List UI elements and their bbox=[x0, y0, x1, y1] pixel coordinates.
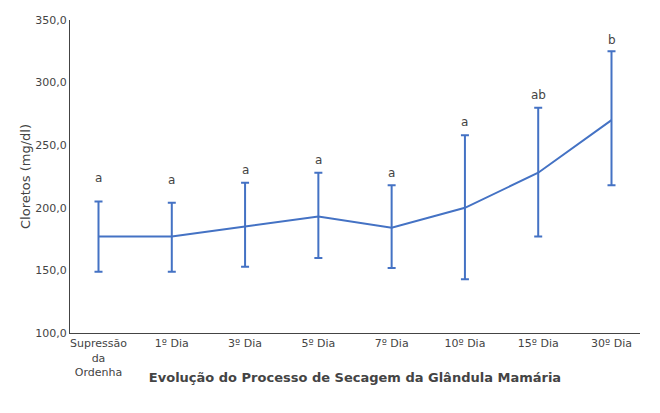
svg-text:Evolução do Processo de Secage: Evolução do Processo de Secagem da Glând… bbox=[149, 370, 561, 385]
svg-text:1º Dia: 1º Dia bbox=[155, 337, 189, 350]
svg-text:SupressãodaOrdenha: SupressãodaOrdenha bbox=[70, 337, 127, 379]
svg-text:a: a bbox=[388, 166, 395, 180]
svg-text:15º Dia: 15º Dia bbox=[518, 337, 559, 350]
svg-text:3º Dia: 3º Dia bbox=[228, 337, 262, 350]
svg-text:b: b bbox=[608, 33, 616, 47]
svg-text:a: a bbox=[242, 163, 249, 177]
svg-text:300,0: 300,0 bbox=[35, 76, 67, 89]
svg-text:30º Dia: 30º Dia bbox=[591, 337, 632, 350]
svg-text:350,0: 350,0 bbox=[35, 14, 67, 27]
svg-text:10º Dia: 10º Dia bbox=[444, 337, 485, 350]
svg-text:150,0: 150,0 bbox=[35, 264, 67, 277]
svg-text:200,0: 200,0 bbox=[35, 202, 67, 215]
svg-text:ab: ab bbox=[531, 88, 546, 102]
svg-text:a: a bbox=[315, 153, 322, 167]
svg-text:a: a bbox=[95, 171, 102, 185]
svg-text:100,0: 100,0 bbox=[35, 327, 67, 340]
svg-text:250,0: 250,0 bbox=[35, 139, 67, 152]
svg-text:a: a bbox=[461, 115, 468, 129]
svg-text:7º Dia: 7º Dia bbox=[375, 337, 409, 350]
svg-text:a: a bbox=[168, 173, 175, 187]
svg-text:5º Dia: 5º Dia bbox=[301, 337, 335, 350]
svg-text:Cloretos (mg/dl): Cloretos (mg/dl) bbox=[18, 124, 33, 229]
